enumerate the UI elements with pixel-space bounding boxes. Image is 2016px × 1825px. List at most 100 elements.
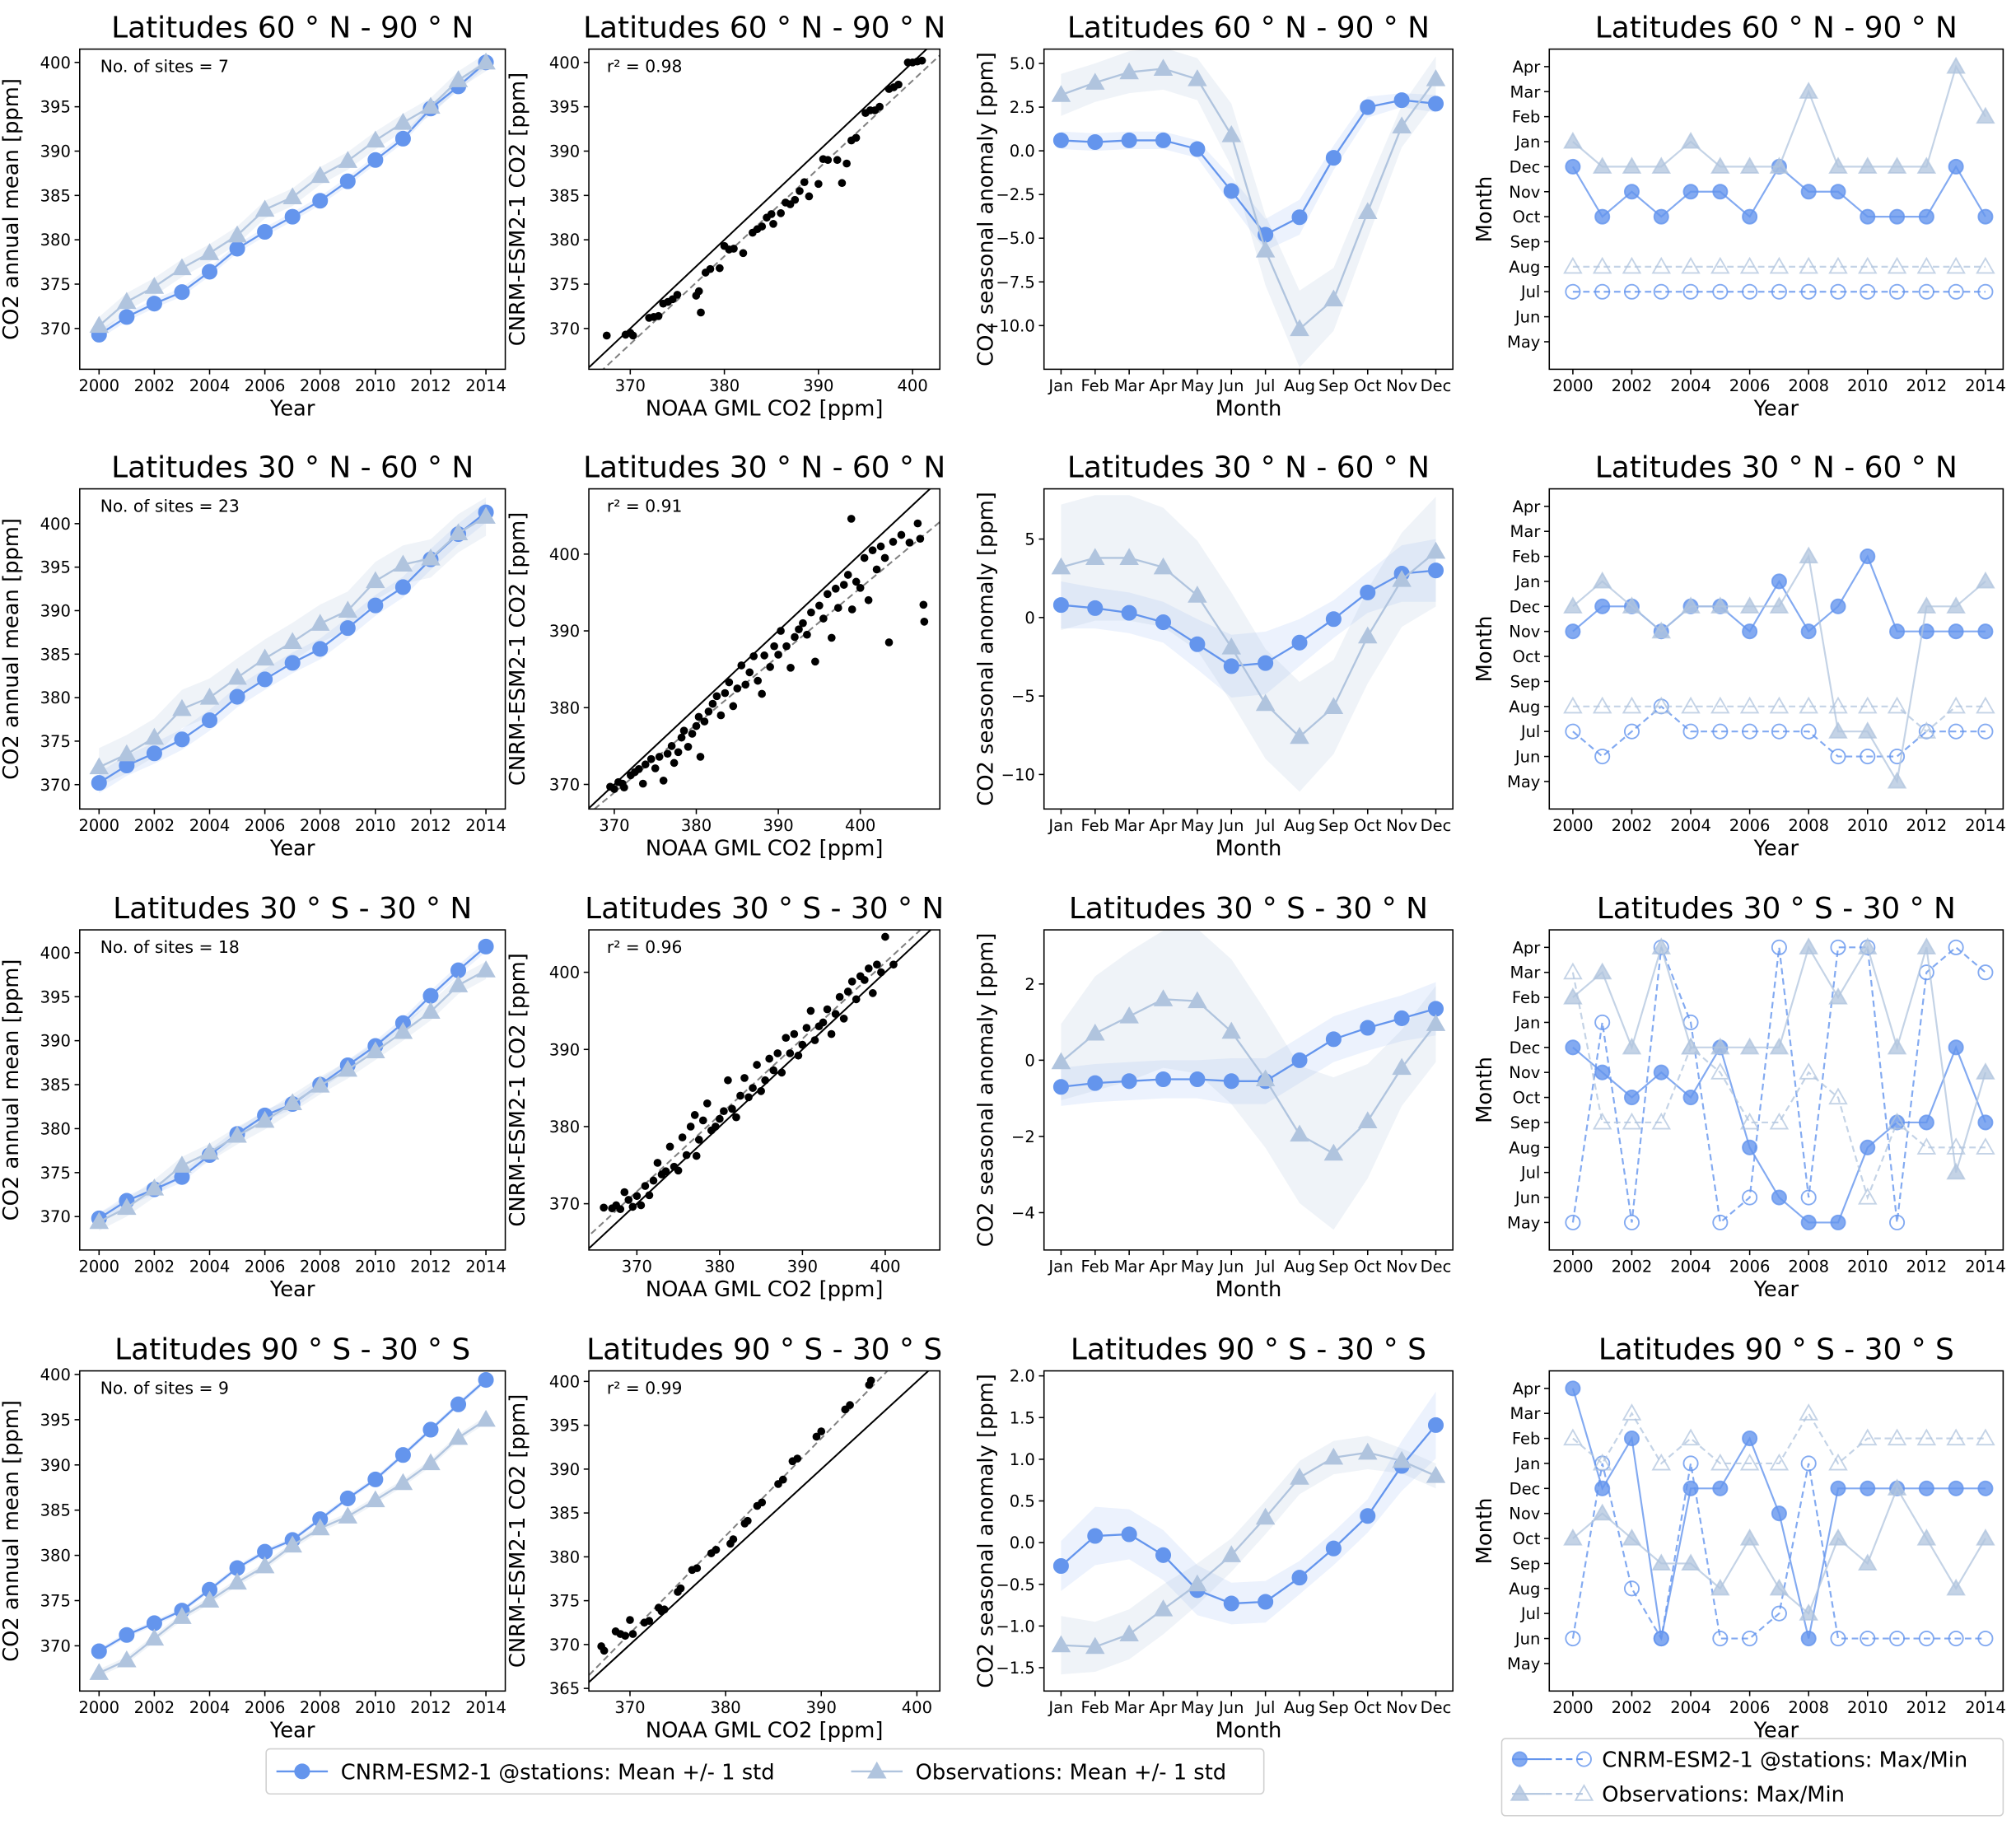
y-tick-label: −5: [1011, 687, 1035, 706]
data-point: [144, 1628, 165, 1646]
data-point: [1799, 82, 1818, 99]
y-axis-label: Month: [1472, 616, 1497, 683]
y-tick-label: Jun: [1514, 1188, 1540, 1207]
x-tick-label: Nov: [1386, 1698, 1417, 1717]
data-point: [310, 614, 330, 631]
y-tick-label: Mar: [1510, 1404, 1542, 1423]
data-point: [1357, 626, 1378, 644]
data-point: [117, 292, 137, 310]
scatter-point: [692, 1151, 701, 1160]
data-point: [1710, 1453, 1730, 1471]
x-tick-label: Aug: [1284, 1698, 1315, 1717]
y-tick-label: Sep: [1510, 672, 1541, 691]
data-point: [284, 655, 301, 671]
data-point: [393, 1473, 413, 1491]
legend-box: [265, 1748, 1265, 1795]
data-point: [1565, 158, 1581, 175]
data-point: [1739, 1112, 1760, 1130]
y-tick-label: 395: [40, 98, 71, 117]
data-point: [284, 208, 301, 225]
data-point: [1948, 1480, 1964, 1496]
y-tick-label: May: [1507, 333, 1540, 352]
x-tick-label: 2014: [1965, 1257, 2006, 1276]
x-axis-label: NOAA GML CO2 [ppm]: [646, 397, 884, 422]
data-point: [393, 1021, 413, 1039]
plot-area: [1051, 49, 1446, 368]
data-point: [1622, 596, 1642, 614]
scatter-point: [679, 726, 688, 735]
scatter-point: [815, 601, 824, 610]
y-tick-label: 400: [549, 964, 580, 983]
data-point: [1622, 1037, 1642, 1055]
x-tick-label: Dec: [1421, 376, 1452, 395]
legend-max-min: CNRM-ESM2-1 @stations: Max/Min Observatio…: [1500, 1738, 2004, 1817]
data-point: [478, 938, 494, 955]
data-point: [1360, 1508, 1376, 1524]
circle-filled-marker-icon: [1511, 1751, 1528, 1767]
y-tick-label: 380: [40, 1547, 71, 1566]
data-point: [1742, 623, 1758, 640]
data-point: [1052, 1557, 1069, 1574]
data-point: [1052, 1079, 1069, 1095]
y-tick-label: 390: [40, 142, 71, 161]
y-tick-label: Jun: [1514, 748, 1540, 767]
data-point: [282, 1535, 302, 1553]
data-point: [1052, 597, 1069, 614]
x-axis-label: Year: [269, 1719, 315, 1743]
x-axis-label: Year: [1753, 397, 1799, 422]
subplot-0-3: 2000 2002 2004 2006 2008 2010 2012 2014 May Jun Ju…: [1472, 12, 2006, 422]
data-point: [1977, 1480, 1994, 1496]
y-tick-label: 2: [1024, 975, 1034, 994]
data-point: [1651, 156, 1672, 174]
scatter-point: [777, 1068, 786, 1077]
scatter-point: [702, 1099, 712, 1108]
subplot-title: Latitudes 90 ° S - 30 ° S: [114, 1333, 470, 1367]
data-point: [1710, 256, 1730, 274]
scatter-point: [645, 1191, 654, 1200]
data-point: [1155, 132, 1172, 148]
scatter-point: [774, 651, 782, 659]
legend-entry: CNRM-ESM2-1 @stations: Mean +/- 1 std: [276, 1760, 775, 1785]
data-point: [478, 1372, 494, 1389]
x-tick-label: 2004: [1670, 1698, 1711, 1717]
data-point: [1221, 1545, 1242, 1562]
data-point: [1291, 1570, 1308, 1586]
series-line: [1572, 705, 1986, 758]
data-point: [367, 1471, 384, 1487]
x-axis-label: Year: [269, 397, 315, 422]
y-tick-label: 400: [40, 54, 71, 72]
data-point: [1323, 697, 1344, 715]
scatter-point: [767, 210, 776, 218]
data-point: [1946, 1578, 1966, 1596]
axes-frame: [79, 929, 506, 1251]
scatter-point: [649, 1176, 658, 1185]
data-point: [1121, 604, 1137, 621]
y-tick-label: 400: [40, 1365, 71, 1384]
scatter-point: [819, 614, 828, 623]
x-tick-label: Jan: [1047, 376, 1073, 395]
scatter-point: [602, 331, 611, 340]
data-point: [1771, 939, 1787, 955]
data-point: [146, 1615, 162, 1631]
y-tick-label: Feb: [1512, 548, 1541, 567]
y-tick-label: 380: [40, 1119, 71, 1138]
y-tick-label: Dec: [1510, 157, 1541, 176]
scatter-point: [620, 783, 628, 792]
data-point: [1681, 1553, 1701, 1571]
data-point: [91, 1643, 107, 1659]
subplot-1-2: Jan Feb Mar Apr May Jun Jul Aug Sep Oct Nov Dec −10 −…: [973, 451, 1454, 861]
data-point: [1739, 1037, 1760, 1055]
data-point: [1155, 1071, 1172, 1088]
scatter-point: [824, 156, 833, 165]
scatter-point: [757, 1087, 765, 1095]
x-tick-label: 2008: [1788, 1698, 1829, 1717]
data-point: [1223, 183, 1239, 199]
y-axis-label: Month: [1472, 176, 1497, 243]
x-tick-label: 2004: [1670, 376, 1711, 395]
data-point: [1119, 62, 1139, 80]
x-tick-label: 2000: [1552, 1698, 1594, 1717]
scatter-point: [823, 1005, 832, 1014]
y-tick-label: 390: [40, 601, 71, 620]
scatter-point: [694, 287, 703, 296]
std-band-obs: [1061, 495, 1436, 792]
